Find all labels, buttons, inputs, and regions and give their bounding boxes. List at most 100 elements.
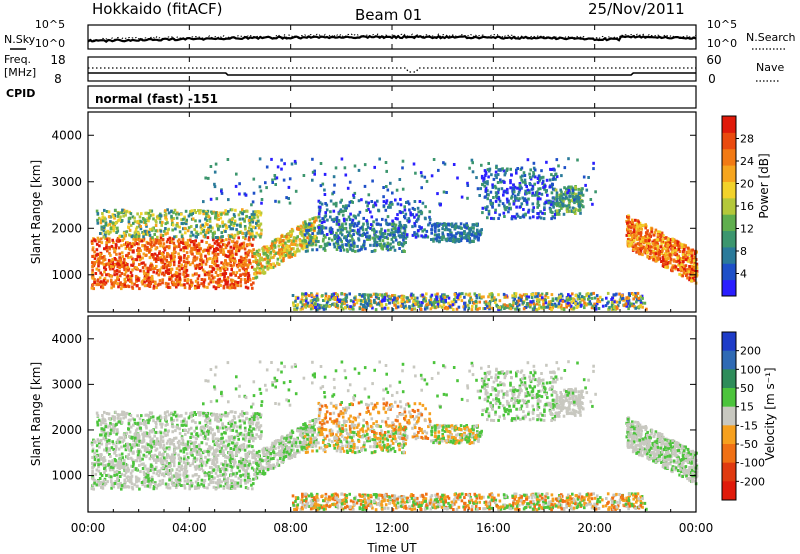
power-point [349, 229, 352, 233]
power-point [230, 249, 234, 253]
power-point [662, 234, 665, 238]
power-point [564, 195, 568, 199]
power-point [166, 231, 169, 235]
power-point [473, 292, 477, 296]
power-point [224, 224, 228, 228]
power-point [96, 212, 100, 216]
power-point [213, 241, 217, 245]
power-point [437, 228, 441, 232]
power-point [100, 273, 104, 277]
power-point [341, 245, 344, 249]
power-point [484, 186, 488, 190]
power-point [512, 299, 515, 303]
power-point [396, 230, 400, 234]
power-point [644, 237, 648, 241]
power-point [348, 243, 351, 247]
power-point [135, 225, 139, 229]
power-point [129, 270, 133, 274]
power-point [495, 304, 499, 308]
power-point [100, 285, 103, 289]
power-point [532, 166, 536, 170]
power-point [232, 246, 236, 250]
power-point [581, 187, 584, 191]
power-point [322, 237, 325, 241]
power-point [652, 258, 655, 262]
power-point [569, 185, 572, 189]
power-point [605, 296, 608, 300]
power-point [218, 211, 221, 215]
power-point [522, 208, 525, 211]
power-point [454, 224, 457, 228]
power-point [578, 205, 581, 209]
power-point [158, 217, 162, 221]
power-point [117, 260, 120, 264]
power-point [509, 206, 512, 210]
power-point [429, 295, 433, 299]
power-point [258, 271, 262, 275]
power-point [239, 255, 243, 259]
power-point [248, 278, 252, 282]
power-point [432, 158, 436, 161]
power-point [435, 295, 438, 299]
velocity-point [241, 447, 244, 451]
power-point [290, 162, 294, 166]
power-point [231, 253, 235, 257]
power-point [206, 246, 210, 250]
power-point [90, 286, 94, 290]
power-point [441, 231, 444, 235]
power-point [220, 279, 223, 283]
power-point [430, 224, 434, 228]
colorbar-tick-label: 28 [740, 133, 754, 146]
power-point [229, 227, 233, 231]
power-point [536, 295, 539, 298]
power-point [526, 188, 530, 192]
power-point [102, 279, 106, 283]
power-point [95, 267, 99, 271]
power-point [363, 241, 366, 245]
power-point [171, 254, 175, 258]
power-point [631, 218, 634, 222]
power-point [468, 229, 472, 233]
power-point [656, 242, 660, 246]
power-point [109, 227, 113, 231]
power-point [138, 238, 141, 242]
power-point [346, 240, 350, 244]
power-point [245, 270, 248, 274]
power-point [269, 252, 272, 256]
power-point [532, 215, 535, 219]
power-point [173, 282, 176, 286]
power-point [353, 296, 356, 300]
power-point [440, 236, 444, 240]
power-point [583, 306, 586, 310]
power-point [543, 212, 546, 216]
power-point [527, 295, 531, 299]
power-point [239, 273, 242, 277]
power-point [174, 271, 178, 274]
power-point [303, 229, 307, 233]
power-point [430, 174, 434, 178]
power-point [219, 248, 222, 252]
power-point [151, 277, 154, 281]
power-point [588, 300, 592, 304]
power-point [338, 298, 342, 302]
power-point [307, 225, 310, 229]
power-point [330, 228, 334, 231]
velocity-point [105, 445, 108, 449]
power-point [125, 230, 129, 234]
power-point [560, 303, 563, 307]
power-point [369, 227, 372, 230]
power-point [383, 229, 387, 233]
power-point [551, 196, 555, 200]
power-point [120, 219, 124, 222]
power-point [571, 297, 574, 301]
power-point [220, 261, 223, 265]
power-point [98, 256, 102, 260]
power-point [340, 233, 344, 237]
power-point [453, 298, 456, 301]
power-point [644, 235, 647, 238]
power-point [379, 293, 382, 297]
power-point [276, 165, 280, 169]
power-point [172, 257, 176, 261]
power-point [412, 300, 415, 304]
power-point [142, 232, 145, 236]
